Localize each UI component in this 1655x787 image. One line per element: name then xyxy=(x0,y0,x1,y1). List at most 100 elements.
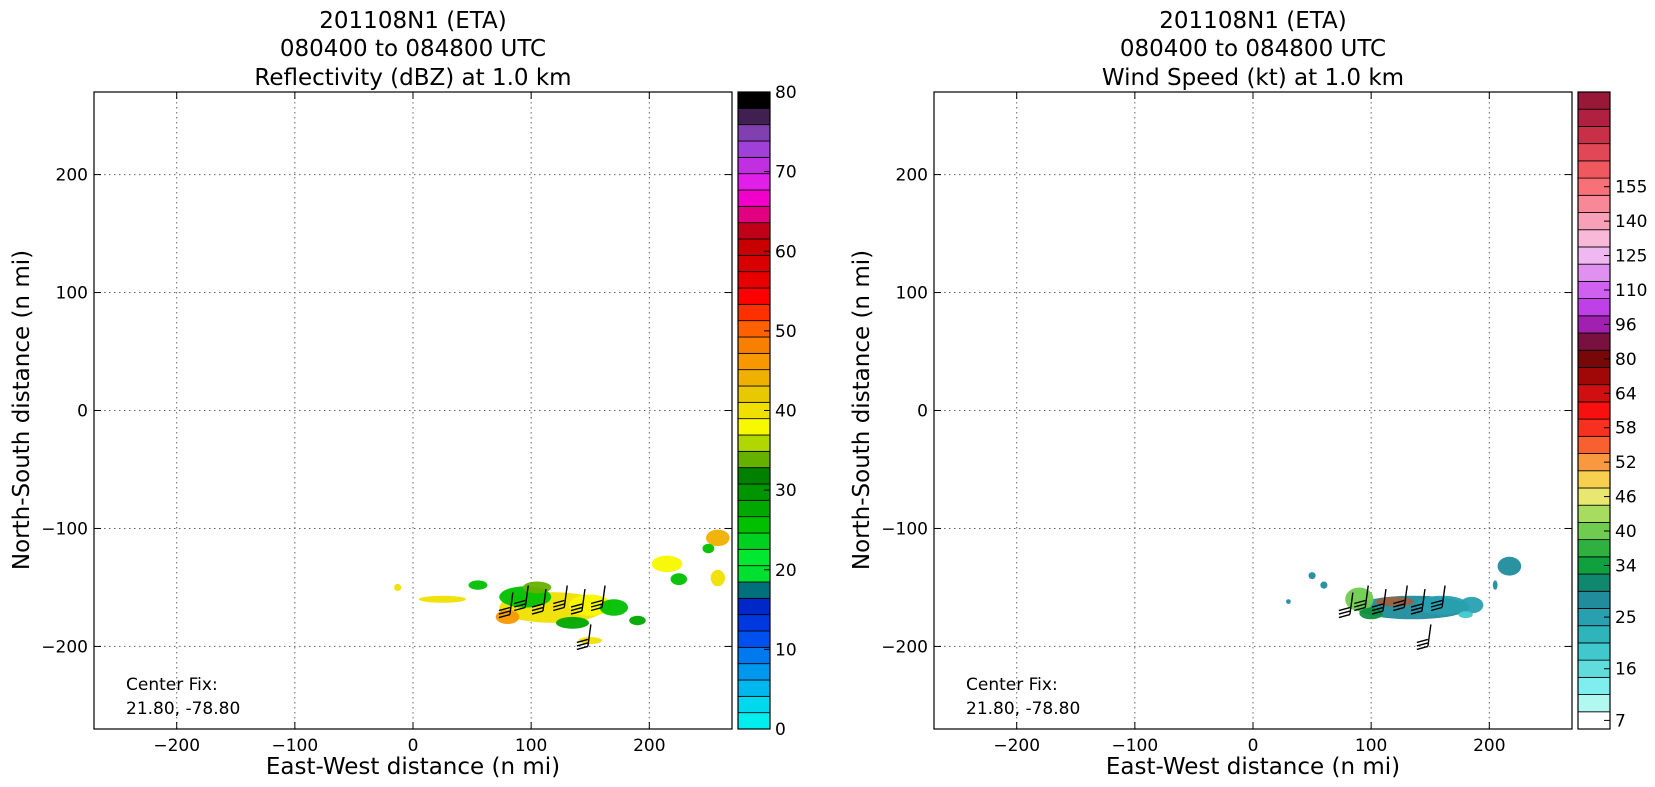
colorbar-segment xyxy=(1578,126,1610,143)
y-tick-label: −200 xyxy=(41,637,88,657)
colorbar-segment xyxy=(738,582,770,598)
colorbar-tick-label: 10 xyxy=(775,640,797,660)
x-tick-label: 200 xyxy=(1473,736,1505,756)
echo-cell xyxy=(394,584,401,591)
colorbar-tick-label: 40 xyxy=(775,402,797,422)
colorbar-segment xyxy=(738,92,770,108)
title-line-1: 201108N1 (ETA) xyxy=(319,8,506,34)
title-line-2: 080400 to 084800 UTC xyxy=(280,36,546,62)
title-line-3: Wind Speed (kt) at 1.0 km xyxy=(1102,65,1404,91)
x-tick-label: 100 xyxy=(1355,736,1387,756)
colorbar-segment xyxy=(738,386,770,402)
colorbar-segment xyxy=(738,500,770,516)
echo-cell xyxy=(652,556,683,573)
colorbar-segment xyxy=(1578,505,1610,522)
colorbar-segment xyxy=(1578,333,1610,350)
colorbar-segment xyxy=(1578,109,1610,126)
colorbar-segment xyxy=(738,566,770,582)
x-axis-label: East-West distance (n mi) xyxy=(1106,754,1400,780)
echo-cell xyxy=(556,617,589,629)
x-tick-label: 0 xyxy=(408,736,419,756)
colorbar-segment xyxy=(738,125,770,141)
colorbar-tick-label: 40 xyxy=(1615,522,1637,542)
colorbar-tick-label: 140 xyxy=(1615,212,1647,232)
center-fix-label: Center Fix: xyxy=(126,675,218,695)
colorbar-tick-label: 80 xyxy=(1615,350,1637,370)
colorbar-segment xyxy=(1578,540,1610,557)
colorbar-segment xyxy=(738,680,770,696)
colorbar-segment xyxy=(1578,402,1610,419)
echo-cell xyxy=(469,580,488,589)
reflectivity-panel: 201108N1 (ETA) 080400 to 084800 UTC Refl… xyxy=(9,8,797,780)
echo-cell xyxy=(1493,580,1498,589)
colorbar-segment xyxy=(738,255,770,271)
wind-speed-panel: 201108N1 (ETA) 080400 to 084800 UTC Wind… xyxy=(849,8,1647,780)
colorbar-segment xyxy=(738,615,770,631)
colorbar-tick-label: 46 xyxy=(1615,488,1637,508)
colorbar-tick-label: 0 xyxy=(775,720,786,740)
colorbar-tick-label: 58 xyxy=(1615,419,1637,439)
colorbar-segment xyxy=(1578,230,1610,247)
colorbar-segment xyxy=(738,484,770,500)
colorbar-segment xyxy=(738,549,770,565)
colorbar-segment xyxy=(1578,144,1610,161)
echo-cell xyxy=(629,616,646,625)
colorbar-segment xyxy=(738,664,770,680)
colorbar-segment xyxy=(738,370,770,386)
echo-cell xyxy=(702,544,714,553)
y-tick-label: 200 xyxy=(56,166,88,186)
colorbar-segment xyxy=(1578,436,1610,453)
colorbar-segment xyxy=(1578,643,1610,660)
echo-cell xyxy=(600,599,628,616)
x-tick-label: −200 xyxy=(153,736,200,756)
colorbar-tick-label: 125 xyxy=(1615,247,1647,267)
echo-cell xyxy=(1286,599,1291,604)
colorbar-segment xyxy=(1578,195,1610,212)
colorbar-segment xyxy=(1578,92,1610,109)
echo-cell xyxy=(1498,557,1522,576)
colorbar-segment xyxy=(738,533,770,549)
colorbar-segment xyxy=(1578,695,1610,712)
x-tick-label: −200 xyxy=(993,736,1040,756)
title-line-1: 201108N1 (ETA) xyxy=(1159,8,1346,34)
colorbar-tick-label: 60 xyxy=(775,242,797,262)
colorbar-tick-label: 96 xyxy=(1615,315,1637,335)
center-fix-value: 21.80, -78.80 xyxy=(126,699,240,719)
colorbar-segment xyxy=(738,304,770,320)
y-tick-label: 0 xyxy=(917,402,928,422)
echo-cell xyxy=(1309,572,1316,579)
title-line-2: 080400 to 084800 UTC xyxy=(1120,36,1386,62)
colorbar-segment xyxy=(738,108,770,124)
echo-cell xyxy=(706,530,730,547)
echo-cell xyxy=(1320,582,1327,589)
colorbar xyxy=(1578,92,1610,729)
echo-cell xyxy=(1459,611,1473,618)
y-tick-label: −100 xyxy=(41,519,88,539)
y-tick-label: −200 xyxy=(881,637,928,657)
colorbar-segment xyxy=(738,419,770,435)
colorbar-segment xyxy=(1578,574,1610,591)
colorbar-segment xyxy=(1578,471,1610,488)
x-tick-label: −100 xyxy=(1112,736,1159,756)
x-axis-label: East-West distance (n mi) xyxy=(266,754,560,780)
colorbar-tick-label: 16 xyxy=(1615,660,1637,680)
title-line-3: Reflectivity (dBZ) at 1.0 km xyxy=(254,65,571,91)
echo-cell xyxy=(1359,607,1383,619)
colorbar-segment xyxy=(738,435,770,451)
echo-cell xyxy=(419,596,466,603)
colorbar-segment xyxy=(738,468,770,484)
colorbar-tick-label: 110 xyxy=(1615,281,1647,301)
colorbar-tick-label: 30 xyxy=(775,481,797,501)
colorbar-segment xyxy=(738,451,770,467)
colorbar-tick-label: 7 xyxy=(1615,711,1626,731)
colorbar-segment xyxy=(1578,677,1610,694)
center-fix-label: Center Fix: xyxy=(966,675,1058,695)
colorbar-segment xyxy=(738,353,770,369)
colorbar-tick-label: 25 xyxy=(1615,608,1637,628)
y-tick-label: −100 xyxy=(881,519,928,539)
colorbar-segment xyxy=(738,272,770,288)
colorbar-tick-label: 34 xyxy=(1615,556,1637,576)
colorbar-tick-label: 50 xyxy=(775,322,797,342)
echo-cell xyxy=(671,573,688,585)
